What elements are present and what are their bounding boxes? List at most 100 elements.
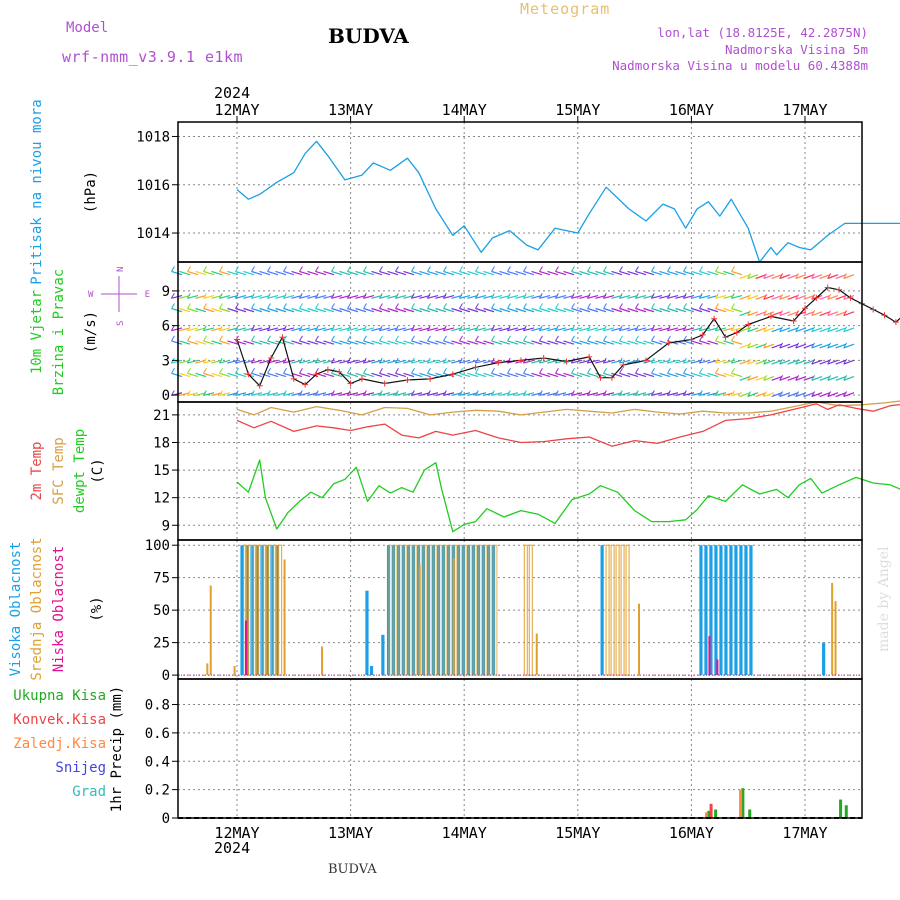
wind-barb-flag bbox=[635, 335, 639, 342]
mid-cloud-spike bbox=[209, 585, 212, 676]
wind-barb-flag bbox=[426, 390, 431, 396]
wind-barb bbox=[611, 307, 623, 313]
precip-bar bbox=[705, 812, 709, 818]
wind-barb-flag bbox=[186, 357, 191, 364]
wind-speed-marker bbox=[767, 313, 774, 320]
mid-cloud-bar bbox=[528, 544, 533, 676]
wind-barb-flag bbox=[554, 293, 559, 299]
wind-barb bbox=[635, 340, 647, 345]
wind-barb bbox=[619, 372, 631, 378]
wind-barb bbox=[475, 327, 487, 332]
wind-barb-flag bbox=[330, 390, 335, 396]
wind-barb bbox=[651, 392, 663, 397]
wind-barb-flag bbox=[747, 294, 752, 300]
wind-barb-flag bbox=[651, 266, 655, 272]
wind-barb-flag bbox=[507, 368, 511, 374]
wind-barb bbox=[835, 343, 847, 349]
wind-barb bbox=[243, 340, 255, 345]
wind-barb bbox=[211, 307, 223, 313]
wind-barb bbox=[763, 343, 775, 349]
wind-barb bbox=[411, 372, 423, 378]
wind-barb bbox=[571, 340, 583, 345]
wind-barb bbox=[347, 327, 359, 332]
wind-barb bbox=[827, 294, 839, 300]
wind-barb bbox=[187, 359, 199, 364]
wind-barb-flag bbox=[650, 357, 655, 364]
wind-barb bbox=[219, 307, 231, 313]
wind-barb bbox=[715, 372, 727, 378]
wind-barb-flag bbox=[811, 391, 816, 397]
wind-barb-flag bbox=[379, 335, 383, 342]
wind-barb-flag bbox=[442, 390, 447, 396]
wind-barb bbox=[819, 359, 831, 365]
wind-barb-flag bbox=[395, 266, 399, 272]
wind-barb bbox=[195, 340, 207, 345]
wind-barb bbox=[811, 311, 823, 317]
wind-barb bbox=[691, 340, 703, 345]
wind-barb-flag bbox=[715, 368, 719, 374]
wind-barb bbox=[387, 372, 399, 378]
wind-barb-flag bbox=[619, 303, 623, 309]
wind-barb bbox=[555, 270, 567, 276]
wind-barb bbox=[667, 359, 679, 364]
wind-barb bbox=[371, 270, 383, 276]
wind-barb-flag bbox=[506, 390, 511, 396]
mid-cloud-spike bbox=[418, 564, 421, 676]
wind-barb-flag bbox=[330, 325, 335, 331]
wind-barb bbox=[627, 372, 639, 378]
wind-barb-flag bbox=[459, 303, 463, 309]
mid-cloud-outline bbox=[388, 544, 393, 676]
wind-speed-marker bbox=[802, 305, 808, 312]
wind-barb bbox=[803, 343, 815, 349]
wind-barb bbox=[739, 392, 751, 398]
wind-speed-marker bbox=[336, 368, 343, 375]
day-label-bottom: 15MAY bbox=[555, 824, 600, 842]
wind-barb bbox=[507, 270, 519, 276]
wind-barb-flag bbox=[299, 266, 303, 272]
wind-barb bbox=[283, 327, 295, 332]
wind-barb bbox=[667, 270, 679, 276]
wind-barb-flag bbox=[282, 390, 287, 396]
wind-barb-flag bbox=[459, 335, 463, 342]
mid-cloud-bar bbox=[610, 544, 615, 676]
wind-barb bbox=[411, 327, 423, 332]
wind-barb bbox=[699, 307, 711, 313]
wind-barb bbox=[331, 270, 343, 276]
wind-barb bbox=[531, 340, 543, 345]
wind-barb bbox=[563, 340, 575, 345]
wind-barb bbox=[587, 340, 599, 345]
wind-barb-flag bbox=[602, 390, 607, 396]
wind-barb-flag bbox=[730, 357, 735, 364]
y-tick-label: 9 bbox=[162, 284, 170, 300]
wind-barb bbox=[715, 359, 727, 364]
wind-barb bbox=[771, 294, 783, 300]
wind-barb bbox=[219, 392, 231, 397]
wind-barb-flag bbox=[218, 390, 223, 396]
wind-barb bbox=[803, 327, 815, 333]
high-cloud-bar bbox=[709, 545, 713, 676]
wind-barb bbox=[283, 340, 295, 345]
wind-barb bbox=[811, 343, 823, 349]
wind-barb bbox=[747, 359, 759, 365]
wind-speed-marker bbox=[722, 334, 729, 341]
wind-barb-flag bbox=[491, 368, 495, 374]
wind-barb bbox=[843, 392, 855, 398]
wind-barb bbox=[459, 340, 471, 345]
wind-barb bbox=[355, 340, 367, 345]
wind-barb-flag bbox=[555, 303, 559, 309]
high-cloud-bar bbox=[381, 634, 385, 676]
wind-barb-flag bbox=[795, 273, 800, 279]
wind-barb bbox=[547, 270, 559, 276]
day-label-bottom: 16MAY bbox=[669, 824, 714, 842]
wind-speed-marker bbox=[892, 319, 899, 326]
wind-barb bbox=[715, 307, 727, 313]
wind-barb bbox=[587, 307, 599, 313]
wind-barb bbox=[187, 327, 199, 332]
wind-barb-flag bbox=[763, 375, 768, 381]
wind-barb-flag bbox=[363, 368, 367, 374]
wind-barb bbox=[379, 307, 391, 313]
wind-barb bbox=[299, 340, 311, 345]
wind-barb bbox=[731, 294, 743, 299]
wind-barb bbox=[299, 392, 311, 397]
wind-barb bbox=[723, 340, 735, 345]
